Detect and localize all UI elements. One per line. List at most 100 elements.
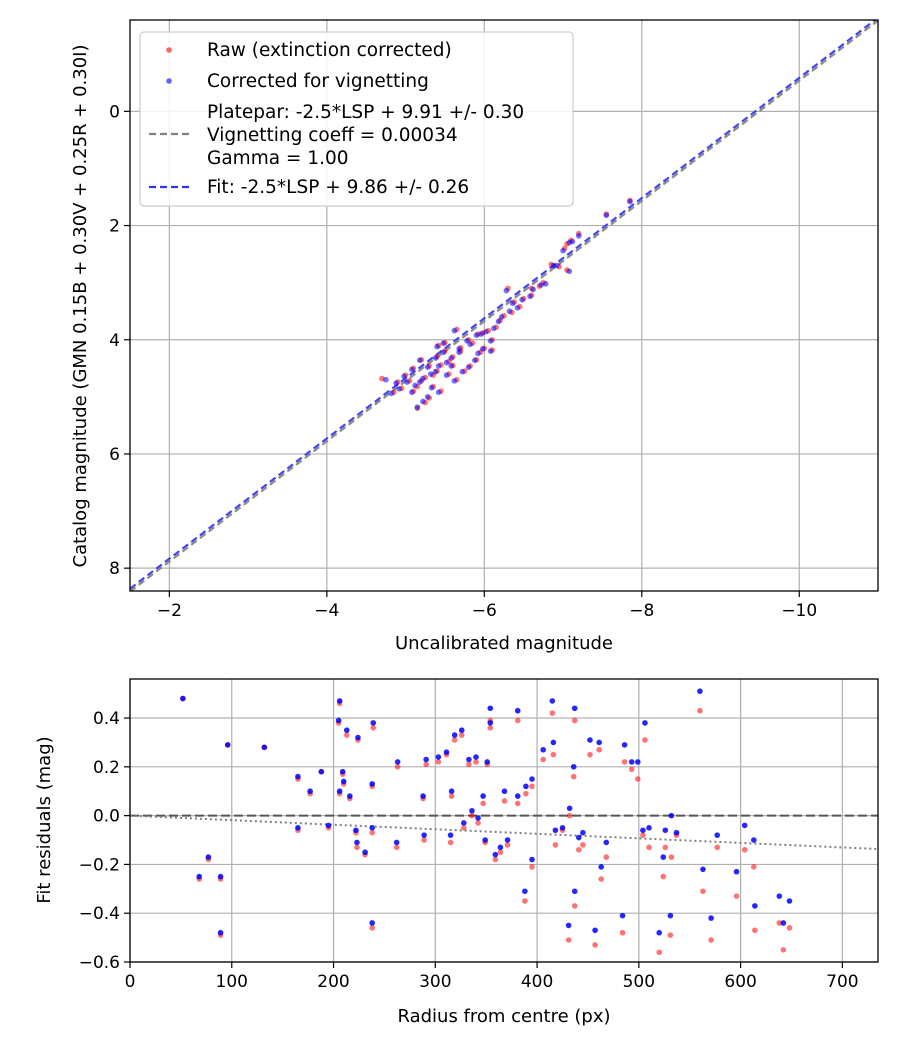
corrected-residual-point-23	[369, 781, 376, 787]
bottom-xtick-label-5: 500	[623, 972, 655, 992]
corrected-residual-point-55	[523, 783, 529, 790]
corrected-point-18	[498, 314, 505, 320]
corrected-residual-point-46	[487, 705, 494, 712]
corrected-residual-point-30	[421, 832, 427, 838]
corrected-residual-point-70	[587, 737, 593, 743]
corrected-point-43	[393, 380, 399, 386]
bottom-plot-frame	[129, 678, 879, 963]
top-xtick-label-2: −6	[472, 601, 497, 621]
corrected-point-21	[483, 328, 489, 335]
top-ytick-label-4: 8	[109, 559, 120, 579]
corrected-point-62	[428, 384, 435, 391]
raw-residual-point-54	[522, 898, 528, 904]
bottom-xtick-label-0: 0	[125, 972, 136, 992]
raw-residual-point-53	[514, 717, 521, 724]
corrected-point-20	[490, 325, 497, 332]
corrected-residual-point-35	[448, 788, 455, 795]
legend-platepar-line-1: Vignetting coeff = 0.00034	[207, 125, 458, 146]
corrected-residual-point-82	[656, 929, 662, 936]
raw-residual-point-75	[619, 929, 626, 936]
raw-residual-point-52	[514, 800, 521, 807]
raw-residual-point-67	[571, 717, 578, 724]
corrected-residual-point-6	[261, 744, 268, 751]
corrected-point-50	[414, 404, 421, 410]
corrected-residual-point-96	[776, 893, 783, 899]
raw-residual-point-59	[549, 710, 556, 716]
corrected-residual-point-52	[514, 793, 521, 799]
top-ytick-label-3: 6	[109, 445, 120, 465]
corrected-point-16	[503, 287, 510, 294]
bottom-x-axis-label: Radius from centre (px)	[397, 1006, 610, 1027]
raw-residual-point-68	[576, 846, 582, 853]
raw-residual-point-61	[552, 842, 559, 848]
raw-residual-point-78	[635, 776, 641, 782]
corrected-residual-point-16	[340, 778, 347, 785]
raw-residual-point-38	[461, 825, 467, 831]
raw-residual-point-56	[529, 864, 535, 870]
corrected-point-56	[472, 357, 478, 364]
corrected-residual-point-56	[529, 856, 535, 863]
raw-residual-point-80	[642, 737, 648, 743]
corrected-point-13	[519, 296, 525, 303]
corrected-residual-point-69	[580, 829, 586, 836]
raw-residual-point-95	[752, 927, 758, 934]
top-fit-lines	[130, 20, 878, 591]
corrected-point-7	[566, 268, 573, 275]
corrected-point-32	[435, 363, 442, 369]
bottom-ytick-label-4: −0.4	[79, 904, 120, 924]
legend-raw-label: Raw (extinction corrected)	[207, 40, 452, 61]
top-ytick-label-0: 0	[109, 102, 120, 122]
raw-residual-point-48	[492, 856, 499, 863]
raw-residual-point-76	[621, 759, 628, 765]
raw-residual-point-84	[662, 844, 669, 851]
corrected-point-4	[566, 239, 573, 246]
bottom-xtick-label-2: 200	[317, 972, 349, 992]
corrected-point-58	[479, 346, 486, 352]
raw-residual-point-34	[447, 839, 454, 846]
raw-residual-point-92	[733, 893, 740, 899]
corrected-point-5	[560, 247, 566, 254]
raw-residual-point-49	[497, 849, 504, 856]
corrected-residual-point-8	[295, 825, 301, 831]
corrected-residual-point-51	[504, 837, 511, 843]
raw-residual-point-25	[370, 724, 377, 731]
top-xtick-label-4: −10	[781, 601, 817, 621]
corrected-residual-point-42	[475, 815, 481, 821]
corrected-point-48	[424, 394, 431, 400]
bottom-ytick-label-3: −0.2	[79, 855, 120, 875]
corrected-residual-point-61	[552, 827, 559, 834]
corrected-residual-point-57	[529, 776, 535, 782]
corrected-point-29	[443, 359, 450, 366]
corrected-residual-point-38	[461, 820, 467, 826]
raw-residual-point-93	[741, 846, 748, 853]
bottom-xtick-label-7: 700	[826, 972, 858, 992]
corrected-point-12	[527, 293, 533, 300]
corrected-residual-point-45	[484, 759, 491, 765]
raw-residual-point-58	[540, 756, 546, 763]
corrected-residual-point-66	[571, 888, 578, 895]
top-ytick-label-2: 4	[109, 331, 120, 351]
raw-residual-point-55	[523, 790, 529, 797]
corrected-point-49	[420, 398, 426, 405]
raw-residual-point-43	[480, 800, 486, 807]
corrected-residual-point-53	[514, 707, 521, 714]
corrected-residual-point-39	[466, 756, 472, 763]
bottom-xtick-label-4: 400	[521, 972, 553, 992]
raw-residual-point-35	[448, 793, 455, 799]
corrected-point-10	[538, 282, 544, 288]
corrected-residual-point-37	[458, 727, 465, 734]
corrected-residual-point-34	[447, 832, 454, 838]
corrected-residual-point-21	[355, 734, 361, 741]
corrected-residual-point-85	[667, 912, 674, 919]
corrected-residual-point-75	[619, 912, 626, 919]
corrected-point-40	[404, 379, 410, 385]
corrected-residual-point-71	[592, 927, 598, 934]
top-xtick-label-0: −2	[157, 601, 182, 621]
legend-platepar-label: Platepar: -2.5*LSP + 9.91 +/- 0.30 Vignet…	[207, 102, 524, 169]
raw-residual-point-96	[776, 920, 783, 926]
top-y-axis-label: Catalog magnitude (GMN 0.15B + 0.30V + 0…	[70, 44, 91, 567]
corrected-residual-point-41	[473, 754, 479, 760]
corrected-residual-point-3	[217, 873, 224, 880]
